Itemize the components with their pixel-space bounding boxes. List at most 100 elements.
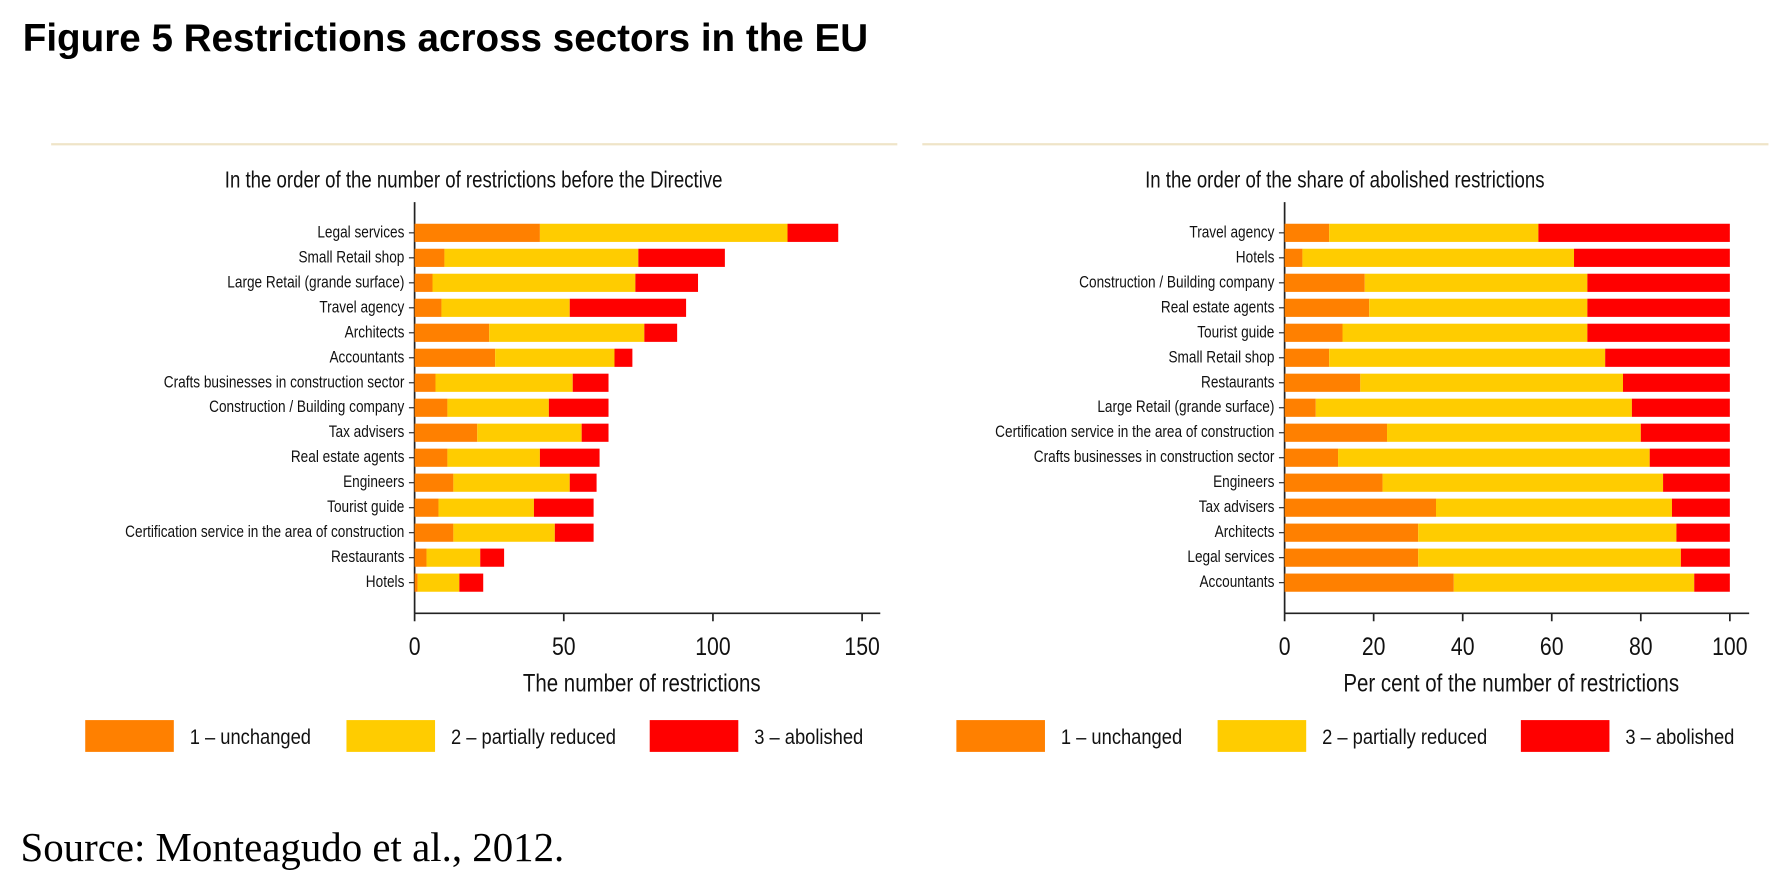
bar-segment [1587,273,1730,292]
bar-segment [447,398,549,417]
bar-segment [1453,573,1695,592]
bar-segment [635,273,699,292]
x-tick-label: 100 [695,633,730,661]
bar-segment [533,498,594,517]
bar-segment [1640,423,1730,442]
bar-segment [1671,498,1730,517]
legend-swatch [1217,720,1307,752]
legend-swatch [956,720,1045,752]
bar-segment [1329,348,1606,367]
bar-segment [453,523,555,542]
bar-segment [414,323,490,342]
bar-segment [572,373,609,392]
bar-segment [414,573,418,592]
category-label: Architects [1215,522,1275,541]
legend-swatch [85,720,174,752]
bar-segment [1284,223,1330,242]
category-label: Real estate agents [291,447,405,466]
category-label: Certification service in the area of con… [125,522,404,541]
bar-segment [1418,548,1681,567]
bar-segment [447,448,540,467]
bar-segment [1302,248,1575,267]
bar-segment [1329,223,1539,242]
bar-segment [1364,273,1588,292]
x-tick-label: 40 [1451,633,1475,661]
bar-segment [1622,373,1730,392]
category-label: Small Retail shop [298,247,404,266]
bar-segment [438,498,534,517]
bar-segment [1663,473,1730,492]
bar-segment [569,473,597,492]
bar-segment [444,248,639,267]
category-label: Tax advisers [1199,497,1275,516]
x-axis-label: Per cent of the number of restrictions [1343,669,1679,697]
bar-segment [414,273,433,292]
bar-segment [414,298,442,317]
source-note: Source: Monteagudo et al., 2012. [20,825,564,870]
x-axis-label: The number of restrictions [523,669,761,697]
legend-swatch [1520,720,1610,752]
bar-segment [1338,448,1650,467]
x-tick-label: 20 [1362,633,1386,661]
bar-segment [1418,523,1677,542]
category-label: Restaurants [1201,372,1274,391]
bar-segment [489,323,645,342]
bar-segment [435,373,573,392]
chart-panel: In the order of the share of abolished r… [922,143,1769,752]
bar-segment [414,423,478,442]
bar-segment [787,223,839,242]
bar-segment [414,398,448,417]
bar-segment [581,423,609,442]
category-label: Architects [345,322,405,341]
chart-subtitle: In the order of the number of restrictio… [225,167,723,193]
bar-segment [417,573,460,592]
category-label: Tourist guide [327,497,404,516]
bar-segment [1284,573,1454,592]
legend-swatch [649,720,739,752]
bar-segment [548,398,609,417]
figure-title: Figure 5 Restrictions across sectors in … [23,17,868,60]
category-label: Large Retail (grande surface) [1097,397,1274,416]
bar-segment [1435,498,1672,517]
category-label: Hotels [366,572,405,591]
bar-segment [1694,573,1730,592]
legend-label: 3 – abolished [1625,724,1734,749]
bar-segment [1605,348,1730,367]
bar-segment [414,523,454,542]
bar-segment [414,373,436,392]
bar-segment [1574,248,1730,267]
bar-segment [1284,523,1419,542]
x-tick-label: 60 [1540,633,1564,661]
bar-segment [1284,548,1419,567]
legend-label: 2 – partially reduced [1322,724,1487,749]
legend-label: 1 – unchanged [1061,724,1182,749]
category-label: Engineers [1213,472,1274,491]
category-label: Legal services [317,222,404,241]
category-label: Tax advisers [329,422,405,441]
category-label: Crafts businesses in construction sector [164,372,405,391]
bar-segment [539,448,600,467]
legend-label: 2 – partially reduced [451,724,616,749]
x-tick-label: 150 [844,633,879,661]
chart-panel: In the order of the number of restrictio… [51,143,898,752]
bar-segment [480,548,505,567]
bar-segment [1284,298,1370,317]
category-label: Hotels [1236,247,1275,266]
bar-segment [426,548,481,567]
category-label: Legal services [1187,547,1274,566]
x-tick-label: 0 [1279,633,1291,661]
bar-segment [1315,398,1632,417]
bar-segment [1676,523,1730,542]
x-tick-label: 80 [1629,633,1653,661]
bar-segment [1342,323,1588,342]
bar-segment [1360,373,1623,392]
bar-segment [1284,348,1330,367]
category-label: Engineers [343,472,404,491]
category-label: Certification service in the area of con… [995,422,1274,441]
bar-segment [414,248,445,267]
category-label: Accountants [329,347,404,366]
bar-segment [1538,223,1730,242]
bar-segment [1587,323,1730,342]
